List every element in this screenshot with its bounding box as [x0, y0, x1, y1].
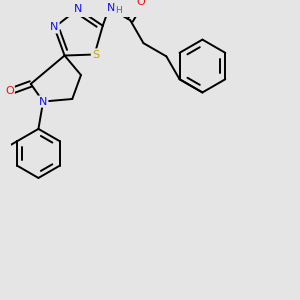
Text: S: S	[92, 50, 99, 59]
Text: N: N	[50, 22, 58, 32]
Text: N: N	[74, 4, 82, 14]
Text: O: O	[136, 0, 145, 7]
Text: N: N	[107, 3, 115, 13]
Text: N: N	[39, 97, 47, 106]
Text: O: O	[5, 86, 14, 96]
Text: H: H	[115, 6, 122, 15]
